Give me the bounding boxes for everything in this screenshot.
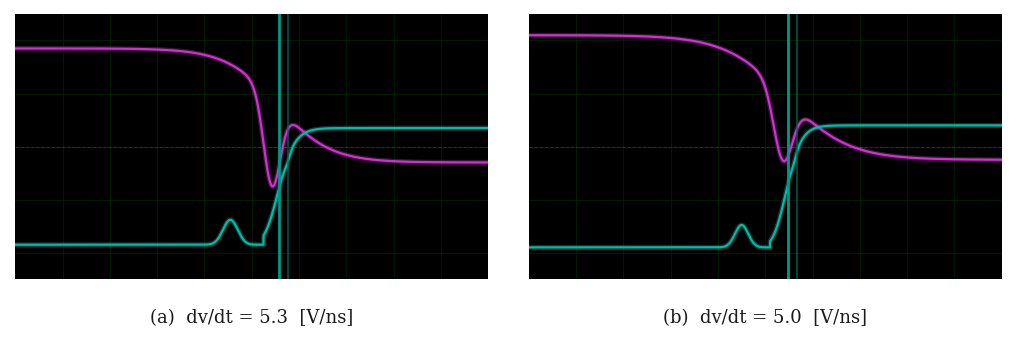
Text: (b)  dv/dt = 5.0  [V/ns]: (b) dv/dt = 5.0 [V/ns]: [663, 309, 868, 327]
Text: (a)  dv/dt = 5.3  [V/ns]: (a) dv/dt = 5.3 [V/ns]: [151, 309, 353, 327]
